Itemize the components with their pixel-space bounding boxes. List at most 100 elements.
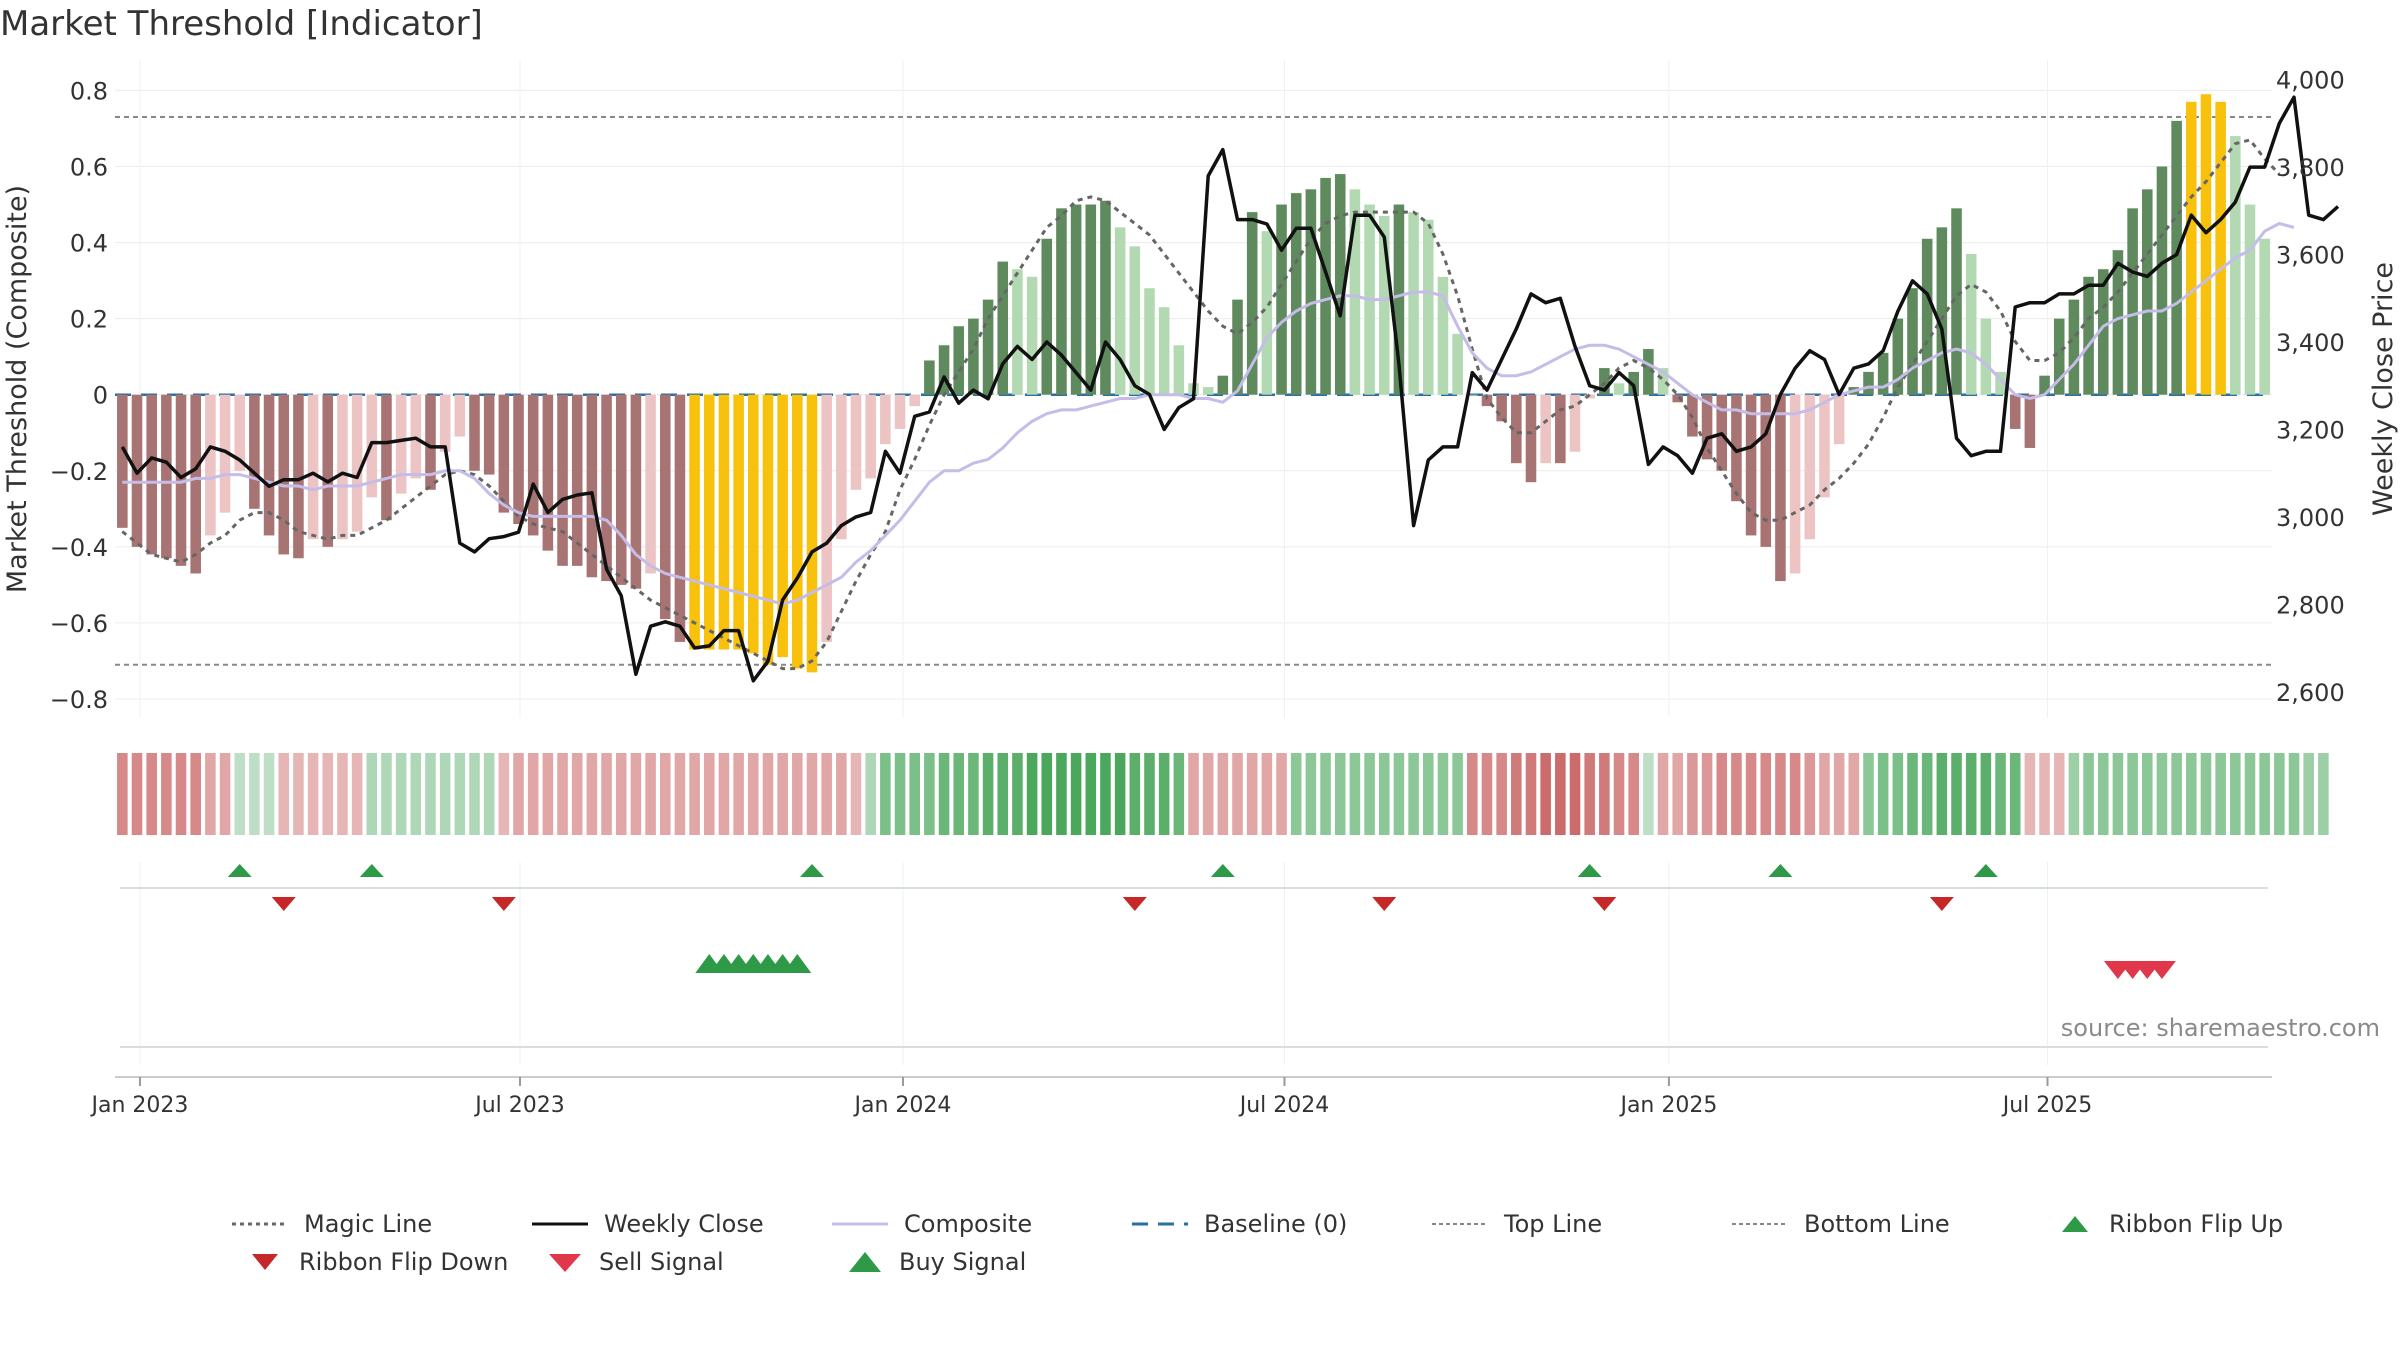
x-tick-label: Jan 2025	[1618, 1093, 1717, 1118]
ribbon-cell	[1129, 753, 1141, 835]
ribbon-cell	[733, 753, 744, 835]
ribbon-cell	[762, 753, 774, 835]
ribbon-cell	[1422, 753, 1434, 835]
ribbon-cell	[1437, 753, 1449, 835]
composite-bar	[1613, 383, 1625, 395]
ribbon-cell	[836, 753, 847, 835]
ribbon-cell	[1760, 753, 1772, 835]
ribbon-flip-down-marker	[1592, 897, 1617, 911]
y2-axis-label: Weekly Close Price	[2368, 262, 2399, 516]
ribbon-cell	[1628, 753, 1639, 835]
ribbon-cell	[1144, 753, 1155, 835]
ribbon-cell	[1555, 753, 1566, 835]
composite-bar	[762, 394, 774, 665]
ribbon-cell	[1643, 753, 1654, 835]
ribbon-cell	[2318, 753, 2329, 835]
composite-bar	[1114, 227, 1126, 395]
composite-bar	[777, 394, 788, 658]
ribbon-cell	[1921, 753, 1933, 835]
ribbon-cell	[513, 753, 524, 835]
composite-bar	[498, 394, 510, 513]
x-tick-label: Jan 2024	[853, 1093, 952, 1118]
ribbon-cell	[146, 753, 157, 835]
composite-bar	[1760, 394, 1772, 547]
composite-bar	[1467, 394, 1478, 396]
ribbon-cell	[1687, 753, 1698, 835]
composite-bar	[1731, 394, 1742, 502]
ribbon-flip-up-marker	[1768, 864, 1793, 877]
composite-bar	[190, 394, 201, 574]
signal-panels	[120, 864, 2268, 1048]
y-tick-label: −0.2	[50, 458, 108, 486]
ribbon-cell	[1511, 753, 1522, 835]
composite-bar	[513, 394, 524, 525]
ribbon-cell	[1731, 753, 1742, 835]
ribbon-flip-down-marker	[491, 897, 516, 911]
ribbon-cell	[865, 753, 876, 835]
series-lines	[120, 95, 2340, 683]
composite-bar	[278, 394, 290, 555]
composite-bar	[439, 394, 451, 452]
magic-line	[121, 138, 2281, 671]
ribbon-cell	[2127, 753, 2138, 835]
composite-bar	[718, 394, 730, 650]
composite-bar	[1144, 288, 1155, 395]
composite-bar	[1833, 394, 1845, 445]
composite-bar	[1569, 394, 1581, 452]
ribbon-cell	[1804, 753, 1816, 835]
composite-bar	[909, 394, 920, 407]
ribbon-cell	[2097, 753, 2109, 835]
ribbon-cell	[439, 753, 451, 835]
ribbon-cell	[997, 753, 1009, 835]
ribbon-cell	[263, 753, 275, 835]
ribbon-cell	[909, 753, 920, 835]
ribbon-cell	[2141, 753, 2153, 835]
gridlines	[115, 60, 2272, 1065]
composite-bar	[1246, 212, 1258, 395]
ribbon-cell	[469, 753, 480, 835]
composite-bar	[674, 394, 686, 642]
composite-bar	[645, 394, 656, 574]
composite-bar	[175, 394, 187, 566]
ribbon-cell	[2303, 753, 2314, 835]
ribbon-cell	[1188, 753, 1199, 835]
composite-bar	[469, 394, 480, 471]
ribbon-cell	[1877, 753, 1889, 835]
legend-label: Top Line	[1504, 1210, 1603, 1238]
ribbon-cell	[1496, 753, 1507, 835]
ribbon-cell	[1657, 753, 1669, 835]
composite-bar	[2215, 101, 2226, 395]
composite-bar	[1555, 394, 1566, 464]
composite-bar	[1202, 387, 1214, 395]
composite-bar	[1041, 238, 1053, 395]
composite-bar	[1305, 189, 1317, 395]
composite-bar	[425, 394, 436, 490]
x-tick-label: Jan 2023	[89, 1093, 188, 1118]
legend-item-baseline: Baseline (0)	[1130, 1205, 1347, 1243]
ribbon-cell	[1936, 753, 1948, 835]
ribbon-flip-down-marker	[1929, 897, 1954, 911]
composite-bar	[865, 394, 876, 479]
composite-bar	[1320, 177, 1331, 395]
composite-bar	[689, 394, 700, 650]
composite-bar	[2259, 238, 2270, 395]
legend-item-composite: Composite	[830, 1205, 1032, 1243]
composite-bar	[571, 394, 583, 566]
baseline-swatch	[1132, 1222, 1188, 1226]
composite-bar	[806, 394, 818, 673]
ribbon-cell	[2009, 753, 2021, 835]
composite-bar	[1951, 208, 1962, 395]
composite-bar	[1701, 394, 1713, 460]
composite-bar	[2068, 299, 2080, 395]
composite-bar	[454, 394, 466, 437]
ribbon-cell	[924, 753, 935, 835]
ribbon-cell	[337, 753, 348, 835]
ribbon-cell	[1951, 753, 1962, 835]
ribbon-flip-down-marker	[271, 897, 296, 911]
y2-tick-label: 3,200	[2276, 416, 2345, 444]
weekly-close-swatch	[532, 1222, 588, 1226]
composite-bar	[161, 394, 172, 559]
composite-bar	[1056, 208, 1067, 395]
composite-bar	[2156, 166, 2168, 395]
